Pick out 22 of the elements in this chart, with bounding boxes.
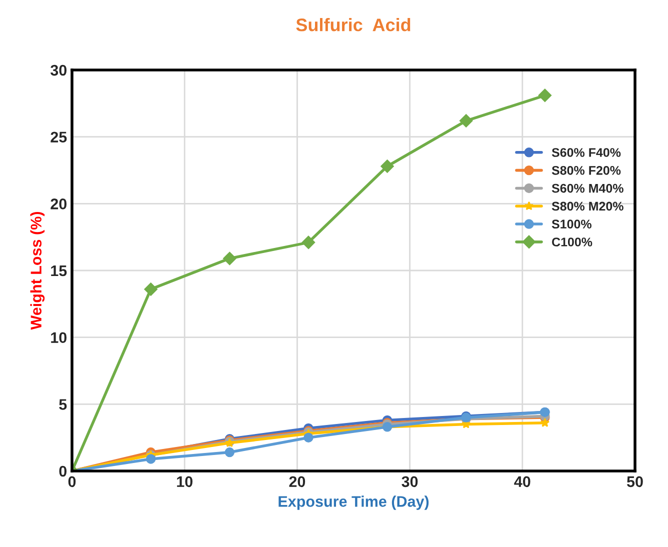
legend-label: S80% M20% xyxy=(552,202,624,211)
legend-label: S100% xyxy=(552,220,592,229)
y-tick-label: 15 xyxy=(51,266,67,276)
x-tick-label: 10 xyxy=(177,476,192,488)
x-tick-label: 40 xyxy=(514,476,530,488)
x-tick-label: 0 xyxy=(68,476,76,488)
y-tick-label: 10 xyxy=(51,332,67,344)
chart-title: Sulfuric Acid xyxy=(296,18,410,32)
y-tick-label: 0 xyxy=(59,466,67,477)
legend-label: C100% xyxy=(552,238,592,246)
y-tick-label: 5 xyxy=(59,399,67,410)
x-tick-label: 30 xyxy=(402,476,418,488)
y-axis-title: Weight Loss (%) xyxy=(30,212,45,330)
legend-label: S60% F40% xyxy=(552,148,621,157)
y-tick-label: 30 xyxy=(50,64,67,76)
y-tick-label: 25 xyxy=(50,132,67,143)
x-tick-label: 50 xyxy=(626,476,643,488)
y-tick-label: 20 xyxy=(50,198,67,210)
legend-label: S80% F20% xyxy=(552,166,621,175)
legend-label: S60% M40% xyxy=(552,184,624,193)
x-tick-label: 20 xyxy=(289,476,306,488)
x-axis-title: Exposure Time (Day) xyxy=(278,496,429,510)
